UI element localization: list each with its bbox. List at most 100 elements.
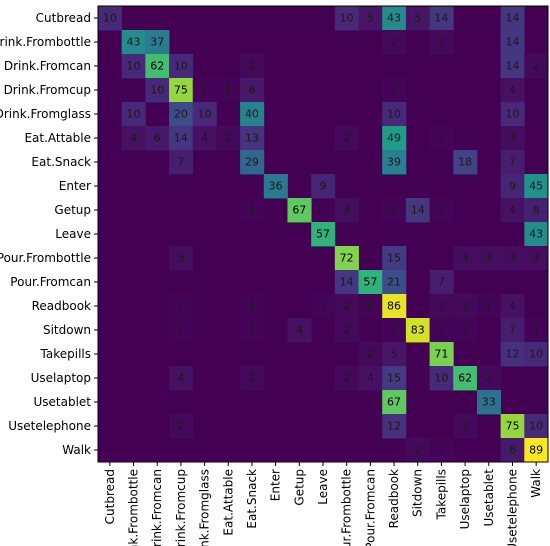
heatmap-cell <box>500 174 525 199</box>
x-tick-label: Enter <box>269 469 283 501</box>
cell-value-label: 10 <box>529 420 543 433</box>
heatmap-cell <box>169 366 194 391</box>
x-tick-label: Getup <box>292 469 306 506</box>
cell-value-label: 14 <box>505 36 519 49</box>
heatmap-cell <box>382 318 407 343</box>
cell-value-label: 2 <box>462 420 469 433</box>
heatmap-cell <box>500 6 525 31</box>
cell-value-label: 14 <box>505 12 519 25</box>
heatmap-cell <box>169 102 194 127</box>
cell-value-label: 83 <box>411 324 425 337</box>
heatmap-cell <box>311 222 336 247</box>
cell-value-label: 1 <box>438 204 445 217</box>
heatmap-cell <box>524 246 549 271</box>
heatmap-cell <box>311 294 336 319</box>
heatmap-cell <box>524 174 549 199</box>
cell-value-label: 10 <box>127 60 141 73</box>
cell-value-label: 2 <box>485 372 492 385</box>
cell-value-label: 2 <box>462 300 469 313</box>
heatmap-cell <box>382 246 407 271</box>
cell-value-label: 10 <box>505 108 519 121</box>
heatmap-cell <box>169 294 194 319</box>
cell-value-label: 1 <box>391 204 398 217</box>
cell-value-label: 62 <box>150 60 164 73</box>
heatmap-cell <box>334 6 359 31</box>
cell-value-label: 57 <box>316 228 330 241</box>
heatmap-cell <box>240 54 265 79</box>
cell-value-label: 1 <box>533 324 540 337</box>
heatmap-cell <box>524 342 549 367</box>
cell-value-label: 3 <box>177 252 184 265</box>
heatmap-cell <box>98 6 123 31</box>
cell-value-label: 3 <box>485 252 492 265</box>
heatmap-cell <box>192 78 217 103</box>
cell-value-label: 40 <box>245 108 259 121</box>
heatmap-cell <box>405 6 430 31</box>
cell-value-label: 37 <box>150 36 164 49</box>
cell-value-label: 72 <box>340 252 354 265</box>
cell-value-label: 1 <box>438 444 445 457</box>
cell-value-label: 9 <box>320 180 327 193</box>
cell-value-label: 4 <box>509 300 516 313</box>
y-tick-label: Drink.Fromcup <box>4 83 91 97</box>
heatmap-cell <box>524 54 549 79</box>
x-tick-label: Takepills <box>434 469 448 520</box>
heatmap-cell <box>476 294 502 319</box>
cell-value-label: 10 <box>127 108 141 121</box>
y-tick-label: Walk <box>62 443 91 457</box>
heatmap-cell <box>524 222 549 247</box>
heatmap-cell <box>382 30 407 55</box>
heatmap-cell <box>145 126 170 151</box>
heatmap-cell <box>358 294 383 319</box>
heatmap-cell <box>500 78 525 103</box>
cell-value-label: 2 <box>177 420 184 433</box>
cell-value-label: 86 <box>387 300 401 313</box>
heatmap-cell <box>453 294 478 319</box>
heatmap-cell <box>358 342 383 367</box>
heatmap-cell <box>145 78 170 103</box>
cell-value-label: 12 <box>387 420 401 433</box>
cell-value-label: 14 <box>411 204 425 217</box>
x-tick-label: Sitdown <box>411 469 425 517</box>
cell-value-label: 3 <box>343 204 350 217</box>
x-tick-label: Walk <box>529 469 543 498</box>
heatmap-cell <box>429 366 454 391</box>
x-tick-label: Usetablet <box>482 469 496 527</box>
heatmap-cell <box>121 126 146 151</box>
heatmap-cell <box>476 366 502 391</box>
cell-value-label: 2 <box>533 60 540 73</box>
cell-value-label: 75 <box>505 420 519 433</box>
cell-value-label: 7 <box>177 156 184 169</box>
cell-value-label: 49 <box>387 132 401 145</box>
cell-value-label: 10 <box>150 84 164 97</box>
heatmap-cell <box>500 102 525 127</box>
cell-value-label: 5 <box>391 348 398 361</box>
heatmap-cell <box>453 414 478 439</box>
cell-value-label: 3 <box>509 252 516 265</box>
cell-value-label: 1 <box>367 300 374 313</box>
cell-value-label: 3 <box>533 252 540 265</box>
heatmap-cell <box>334 126 359 151</box>
cell-value-label: 2 <box>248 372 255 385</box>
cell-value-label: 2 <box>438 300 445 313</box>
heatmap-cell <box>169 246 194 271</box>
cell-value-label: 6 <box>509 444 516 457</box>
y-tick-label: Readbook <box>32 299 91 313</box>
cell-value-label: 7 <box>509 156 516 169</box>
cell-value-label: 9 <box>509 180 516 193</box>
heatmap-cell <box>382 102 407 127</box>
cell-value-label: 4 <box>509 84 516 97</box>
cell-value-label: 2 <box>343 300 350 313</box>
y-tick-label: Pour.Frombottle <box>0 251 91 265</box>
heatmap-cell <box>358 366 383 391</box>
heatmap-cell <box>500 150 525 175</box>
x-tick-label: Drink.Fromglass <box>198 469 212 546</box>
heatmap-cell <box>121 102 146 127</box>
x-tick-label: Drink.Fromcup <box>174 469 188 546</box>
x-tick-label: Drink.Fromcan <box>150 469 164 546</box>
heatmap-cell <box>382 390 407 415</box>
cell-value-label: 3 <box>462 252 469 265</box>
cell-value-label: 43 <box>387 12 401 25</box>
cell-value-label: 1 <box>248 204 255 217</box>
cell-value-label: 1 <box>248 300 255 313</box>
